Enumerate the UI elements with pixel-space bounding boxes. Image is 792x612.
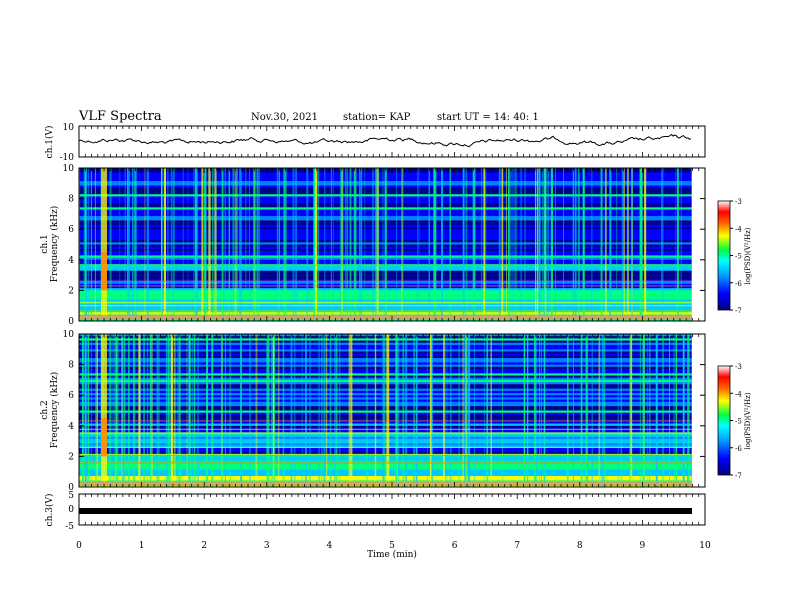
colorbar-tick-label: -5 [735, 253, 742, 261]
frequency-tick-label: 10 [63, 330, 75, 340]
time-tick-label: 2 [201, 541, 207, 551]
ch3-waveform-panel: 5 0 -5 ch.3(V) [44, 491, 706, 532]
colorbar-tick-label: -7 [735, 307, 742, 315]
frequency-tick-label: 6 [68, 391, 74, 401]
chart-title: VLF Spectra [79, 109, 162, 124]
ch2-spectrogram-panel: 0 2 4 6 8 10 ch.2 Frequency (kHz) [40, 330, 706, 493]
ch2-frequency-ticks: 0 2 4 6 8 10 [63, 330, 705, 493]
colorbar-tick-label: -4 [735, 390, 742, 398]
colorbar-tick-label: -7 [735, 472, 742, 480]
frequency-tick-label: 2 [68, 286, 74, 296]
frequency-tick-label: 10 [63, 164, 75, 174]
frequency-tick-label: 8 [68, 195, 74, 205]
ch3-voltage-ylabel: ch.3(V) [44, 494, 55, 527]
colorbar-tick-label: -4 [735, 225, 742, 233]
ch1-waveform-line [78, 133, 692, 148]
ch1-ylabel-channel: ch.1 [40, 234, 50, 253]
time-tick-label: 8 [577, 541, 583, 551]
colorbar-tick-label: -3 [735, 363, 742, 371]
ch3-ytick-bottom: -5 [65, 522, 74, 532]
time-tick-label: 10 [699, 541, 711, 551]
ch3-waveform-line [79, 508, 692, 514]
ch1-colorbar: -3 -4 -5 -6 -7 log(PSD)(V²/Hz) [717, 198, 752, 315]
time-tick-label: 1 [139, 541, 145, 551]
time-tick-label: 5 [389, 541, 395, 551]
ch1-ylabel-frequency: Frequency (kHz) [49, 206, 60, 283]
time-axis-label: Time (min) [367, 549, 417, 560]
frequency-tick-label: 6 [68, 225, 74, 235]
colorbar-tick-label: -6 [735, 280, 742, 288]
ch1-colorbar-label: log(PSD)(V²/Hz) [744, 227, 752, 284]
ch2-ylabel-channel: ch.2 [40, 400, 50, 419]
ch2-ylabel-frequency: Frequency (kHz) [49, 372, 60, 449]
time-tick-label: 4 [327, 541, 333, 551]
ch2-colorbar-label: log(PSD)(V²/Hz) [744, 392, 752, 449]
ch1-ytick-bottom: -10 [60, 153, 75, 163]
ch3-ytick-mid: 0 [68, 505, 74, 515]
frequency-tick-label: 0 [68, 483, 74, 493]
frequency-tick-label: 4 [68, 422, 74, 432]
ch3-ytick-top: 5 [68, 491, 74, 501]
time-tick-label: 3 [264, 541, 270, 551]
frequency-tick-label: 2 [68, 452, 74, 462]
ch1-frequency-ticks: 0 2 4 6 8 10 [63, 164, 705, 327]
ch2-spectrogram-image [79, 334, 705, 488]
time-tick-label: 6 [452, 541, 458, 551]
frequency-tick-label: 8 [68, 361, 74, 371]
colorbar-tick-label: -6 [735, 445, 742, 453]
ch1-spectrogram-panel: 0 2 4 6 8 10 ch.1 Frequency (kHz) [40, 164, 706, 327]
ch2-colorbar: -3 -4 -5 -6 -7 log(PSD)(V²/Hz) [717, 363, 752, 480]
start-time-label: start UT = 14: 40: 1 [437, 112, 539, 123]
colorbar-tick-label: -3 [735, 198, 742, 206]
ch1-ytick-top: 10 [63, 123, 75, 133]
frequency-tick-label: 4 [68, 256, 74, 266]
ch1-spectrogram-image [79, 168, 705, 322]
time-tick-label: 0 [76, 541, 82, 551]
time-axis-ticks: 0 1 2 3 4 5 6 7 8 9 10 [76, 126, 711, 551]
time-tick-label: 9 [640, 541, 646, 551]
time-tick-label: 7 [514, 541, 520, 551]
ch1-waveform-panel: 10 -10 ch.1(V) [44, 123, 706, 163]
station-label: station= KAP [343, 112, 411, 123]
frequency-tick-label: 0 [68, 317, 74, 327]
colorbar-tick-label: -5 [735, 418, 742, 426]
date-label: Nov.30, 2021 [251, 112, 318, 123]
ch1-voltage-ylabel: ch.1(V) [44, 126, 55, 159]
